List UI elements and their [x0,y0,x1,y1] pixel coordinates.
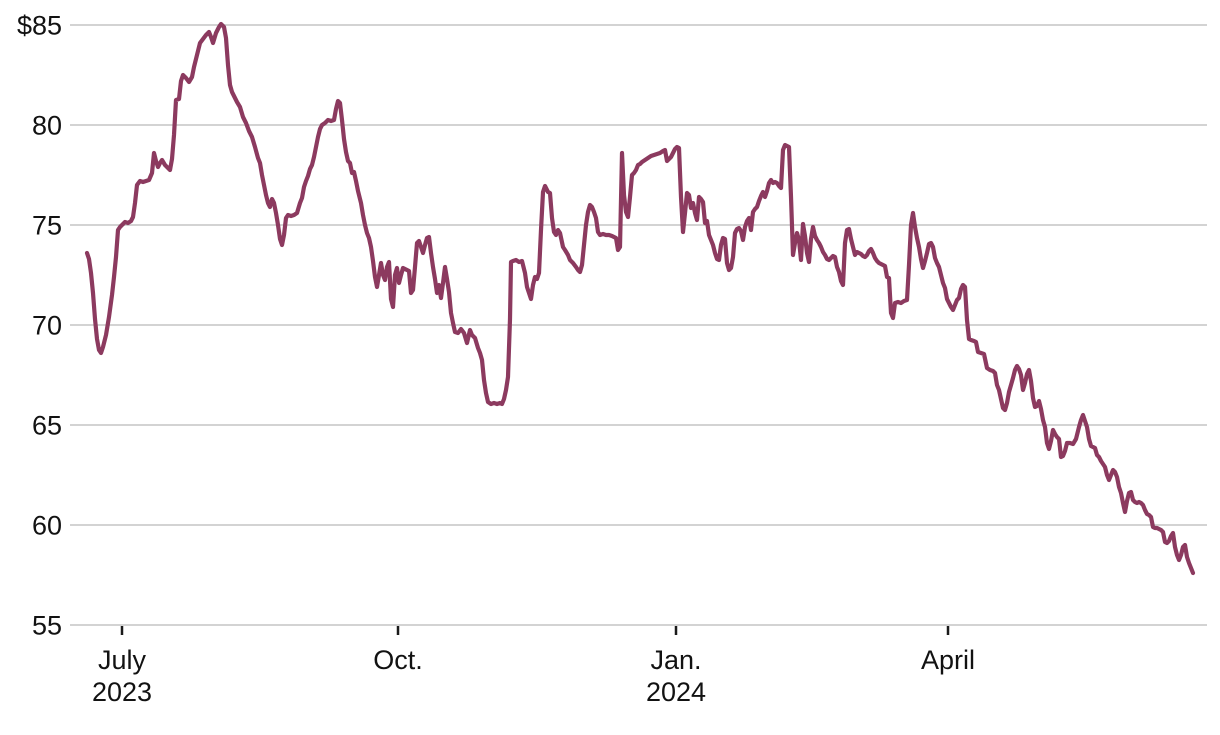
y-axis-label: 75 [32,211,62,241]
y-axis-label: 80 [32,111,62,141]
price-line [84,21,1196,576]
y-axis-label: 65 [32,411,62,441]
y-axis-label: 55 [32,611,62,641]
x-axis-label: April [921,645,975,675]
y-axis-label: 60 [32,511,62,541]
x-axis-label: July [98,645,147,675]
y-axis-label: 70 [32,311,62,341]
x-axis-year-label: 2023 [92,677,152,707]
y-axis-label: $85 [17,11,62,41]
x-axis-label: Jan. [650,645,701,675]
x-axis-label: Oct. [373,645,423,675]
x-axis-year-label: 2024 [646,677,706,707]
